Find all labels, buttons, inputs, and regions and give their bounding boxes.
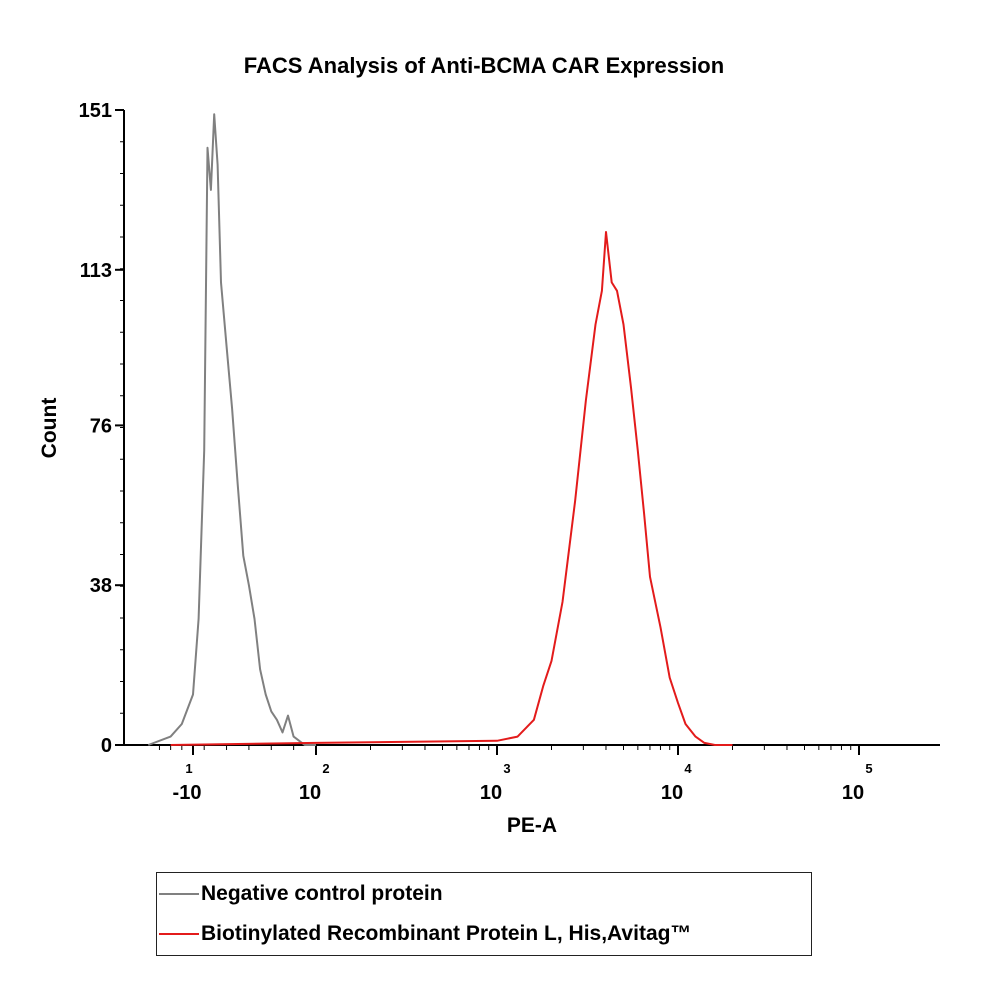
chart-title: FACS Analysis of Anti-BCMA CAR Expressio… [244, 53, 724, 78]
y-tick-label: 38 [90, 575, 112, 597]
series-line-1 [170, 231, 733, 746]
x-tick-exponent: 3 [503, 761, 510, 776]
y-tick-label: 76 [90, 415, 112, 437]
y-axis-label: Count [38, 398, 61, 459]
legend-label-negative-control: Negative control protein [201, 882, 443, 905]
x-tick-label: 10 [299, 782, 321, 804]
legend-swatch-protein-l [159, 933, 199, 935]
legend: Negative control protein Biotinylated Re… [156, 872, 812, 956]
x-tick-label: 10 [661, 782, 683, 804]
legend-label-protein-l: Biotinylated Recombinant Protein L, His,… [201, 922, 692, 945]
legend-item-negative-control: Negative control protein [157, 879, 443, 909]
x-tick-label: 10 [842, 782, 864, 804]
x-tick-exponent: 1 [185, 761, 192, 776]
series-line-0 [147, 113, 316, 746]
y-tick-label: 0 [101, 735, 112, 757]
x-tick-label: -10 [173, 782, 202, 804]
x-tick-exponent: 2 [322, 761, 329, 776]
x-tick-label: 10 [480, 782, 502, 804]
x-axis-label: PE-A [507, 814, 557, 837]
legend-item-protein-l: Biotinylated Recombinant Protein L, His,… [157, 919, 691, 949]
y-tick-label: 113 [80, 260, 112, 282]
y-tick-label: 151 [79, 100, 112, 122]
legend-swatch-negative-control [159, 893, 199, 895]
x-tick-exponent: 5 [865, 761, 872, 776]
x-tick-exponent: 4 [684, 761, 692, 776]
